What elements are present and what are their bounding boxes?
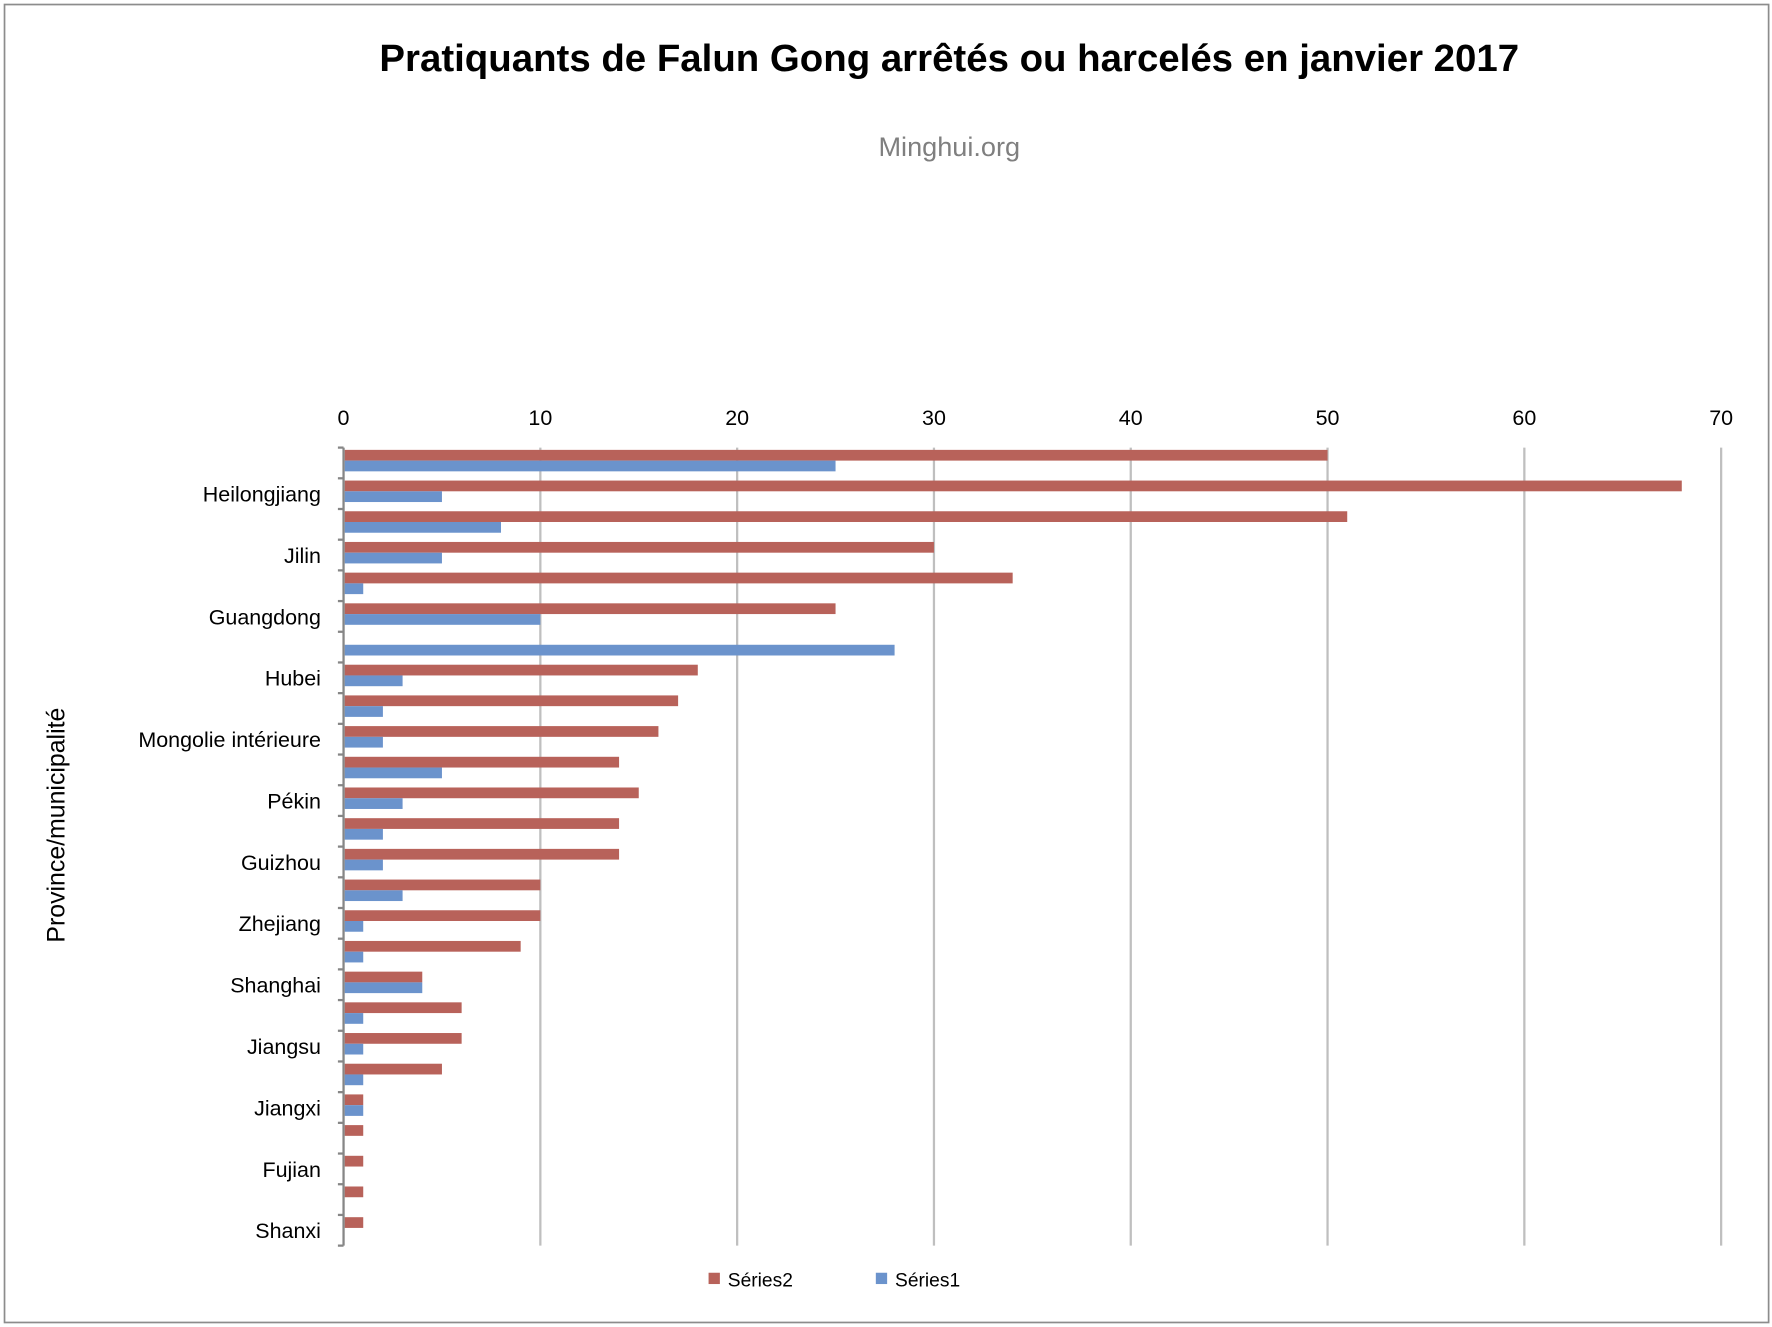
- bar-sries1: [344, 1074, 364, 1086]
- bar-sries1: [344, 552, 442, 564]
- category-label: Jiangsu: [247, 1035, 321, 1059]
- bar-sries2: [344, 511, 1348, 522]
- bar-sries2: [344, 1033, 462, 1044]
- bar-sries2: [344, 1186, 364, 1198]
- bar-sries1: [344, 706, 383, 717]
- legend-label: Séries1: [895, 1270, 960, 1291]
- category-label: Zhejiang: [239, 912, 321, 936]
- bar-sries2: [344, 818, 620, 829]
- category-label: Guangdong: [209, 605, 321, 629]
- bar-sries2: [344, 1217, 364, 1228]
- bar-sries1: [344, 798, 403, 809]
- bar-sries2: [344, 572, 1013, 584]
- bar-sries1: [344, 736, 383, 748]
- chart-frame: [3, 3, 1770, 1324]
- bar-sries1: [344, 828, 383, 840]
- bar-sries1: [344, 675, 403, 687]
- category-label: Fujian: [262, 1158, 320, 1182]
- category-label: Pékin: [267, 789, 321, 813]
- bar-sries1: [344, 859, 383, 871]
- bar-sries1: [344, 1043, 364, 1055]
- x-tick-label: 30: [922, 406, 946, 430]
- bar-sries2: [344, 1063, 442, 1075]
- bar-sries2: [344, 1125, 364, 1136]
- bar-sries2: [344, 603, 836, 615]
- x-tick-label: 10: [528, 406, 552, 430]
- bar-sries1: [344, 951, 364, 963]
- bar-sries1: [344, 583, 364, 595]
- bar-sries2: [344, 787, 639, 799]
- bar-sries2: [344, 756, 620, 768]
- chart-subtitle: Minghui.org: [878, 131, 1020, 162]
- bar-sries2: [344, 1155, 364, 1167]
- legend-label: Séries2: [728, 1270, 793, 1291]
- bar-sries2: [344, 1002, 462, 1014]
- legend-swatch: [875, 1272, 888, 1285]
- bar-sries2: [344, 664, 698, 676]
- category-label: Jilin: [284, 544, 321, 568]
- category-label: Jiangxi: [254, 1096, 321, 1120]
- bar-sries1: [344, 1105, 364, 1116]
- bar-sries2: [344, 910, 541, 921]
- bar-sries2: [344, 480, 1682, 492]
- category-label: Guizhou: [241, 851, 321, 875]
- category-label: Shanxi: [255, 1219, 321, 1243]
- chart-title: Pratiquants de Falun Gong arrêtés ou har…: [379, 37, 1519, 80]
- x-tick-label: 60: [1512, 406, 1536, 430]
- bar-sries2: [344, 848, 620, 860]
- bar-sries1: [344, 521, 501, 533]
- category-label: Mongolie intérieure: [138, 728, 321, 752]
- legend-swatch: [708, 1272, 720, 1285]
- bar-sries1: [344, 491, 442, 503]
- bar-sries1: [344, 644, 895, 656]
- bar-sries1: [344, 920, 364, 932]
- category-label: Shanghai: [230, 974, 321, 998]
- bar-sries2: [344, 879, 541, 891]
- bar-sries2: [344, 726, 659, 737]
- x-tick-label: 50: [1316, 406, 1340, 430]
- bar-sries2: [344, 1094, 364, 1106]
- y-axis-title: Province/municipalité: [42, 708, 70, 943]
- bar-sries1: [344, 767, 442, 779]
- bar-sries1: [344, 614, 541, 625]
- category-label: Heilongjiang: [203, 483, 321, 507]
- category-label: Hubei: [265, 667, 321, 691]
- bar-sries2: [344, 695, 679, 707]
- bar-sries2: [344, 541, 934, 553]
- bar-sries1: [344, 1013, 364, 1024]
- x-tick-label: 40: [1119, 406, 1143, 430]
- x-tick-label: 70: [1709, 406, 1733, 430]
- bar-sries1: [344, 982, 423, 994]
- bar-sries2: [344, 971, 423, 983]
- bar-sries2: [344, 449, 1328, 461]
- bar-sries2: [344, 940, 521, 952]
- x-tick-label: 20: [725, 406, 749, 430]
- bar-sries1: [344, 890, 403, 902]
- bar-sries1: [344, 460, 836, 472]
- x-tick-label: 0: [338, 406, 350, 430]
